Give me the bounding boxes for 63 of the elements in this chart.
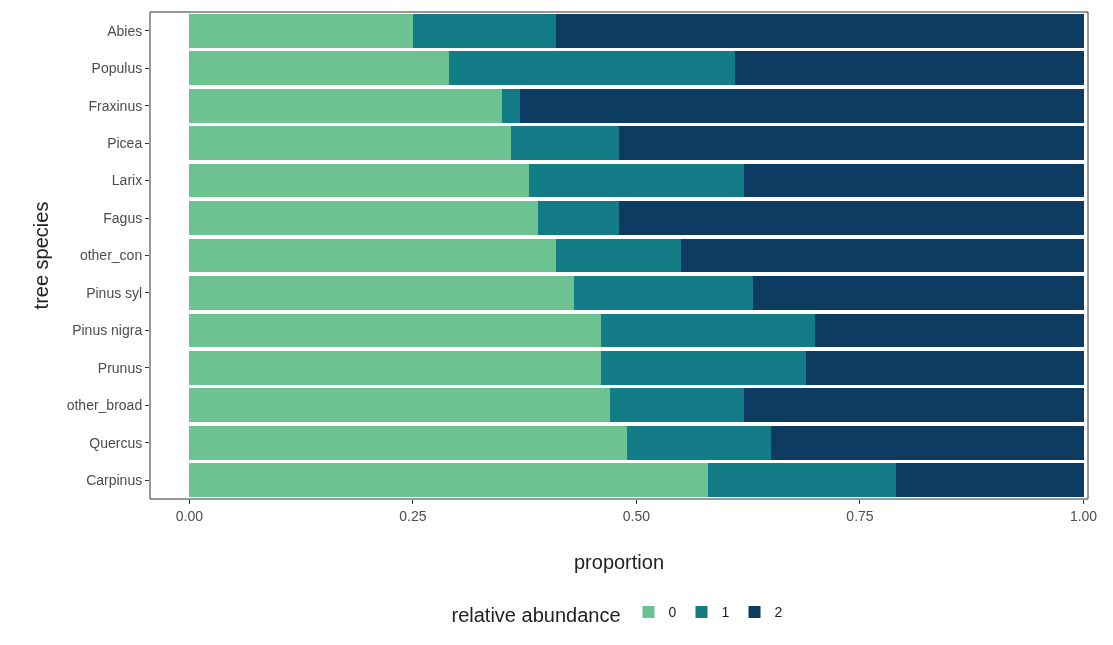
bar [502,88,521,123]
y-tick-label: Larix [111,172,143,189]
bar [743,163,1084,198]
x-tick-label: 0.50 [622,507,651,524]
bar [815,313,1084,348]
bar [618,201,1084,235]
bar [189,388,610,423]
bar [189,425,628,460]
bar [743,388,1084,423]
bar [609,388,744,423]
bar [189,201,539,235]
bar [770,425,1084,460]
bar [448,51,735,86]
y-tick-label: Fraxinus [88,97,143,114]
legend-label: 1 [721,604,730,621]
bar [752,276,1084,310]
bar [511,126,619,160]
bar [627,425,771,460]
bar [573,276,753,310]
bar [734,51,1084,86]
y-tick-label: Carpinus [86,472,143,489]
x-tick-label: 1.00 [1069,507,1098,524]
bar [189,351,601,385]
bar [412,13,556,48]
bar [555,13,1084,48]
bar [529,163,744,198]
y-tick-label: Fagus [103,209,143,226]
y-tick-label: Abies [107,22,143,39]
bar [707,463,896,498]
x-tick-label: 0.75 [846,507,874,524]
y-tick-label: other_broad [66,397,143,414]
bar [520,88,1084,123]
legend-label: 2 [774,604,783,621]
bar [895,463,1084,498]
bar [806,351,1084,385]
x-axis-title: proportion [573,551,665,573]
bar [189,463,708,498]
bar [189,163,530,198]
y-tick-label: Pinus syl [86,284,143,301]
y-tick-label: Picea [107,135,143,152]
bar [189,51,449,86]
y-tick-label: Populus [91,60,143,77]
bar [189,313,601,348]
bar [538,201,619,235]
bar [600,351,807,385]
y-tick-label: Pinus nigra [72,322,143,339]
bar [189,238,556,273]
y-tick-label: Quercus [89,434,143,451]
bar [618,126,1084,160]
legend-title: relative abundance [451,604,621,627]
bar [555,238,682,273]
bar [189,276,574,310]
y-tick-label: Prunus [97,359,143,376]
bar [189,13,413,48]
legend-label: 0 [668,604,677,621]
x-tick-label: 0.00 [175,507,204,524]
bar [189,88,503,123]
bar [600,313,816,348]
y-axis-title: tree species [30,201,53,310]
x-tick-label: 0.25 [399,507,427,524]
bar [189,126,512,160]
bar [681,238,1084,273]
y-tick-label: other_con [79,247,143,264]
